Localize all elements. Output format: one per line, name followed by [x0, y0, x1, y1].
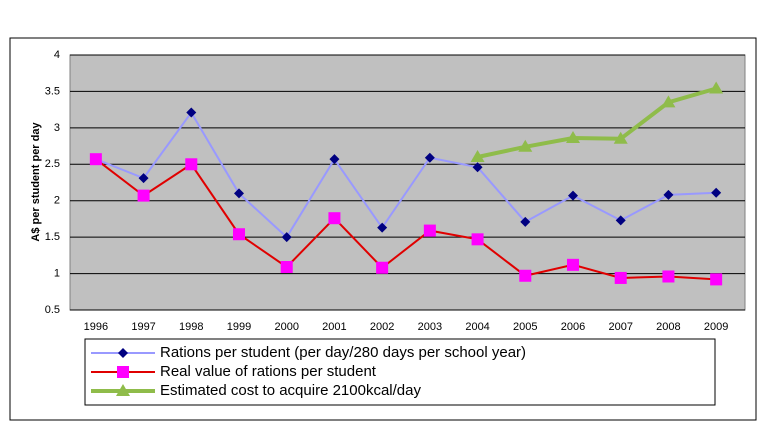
data-point: [567, 258, 579, 271]
data-point: [280, 261, 293, 274]
data-point: [377, 222, 388, 233]
series-line: [95, 158, 717, 281]
x-tick-label: 1999: [227, 321, 251, 333]
data-point: [471, 233, 484, 246]
data-point: [568, 190, 578, 201]
data-point: [137, 189, 150, 202]
legend-swatch-marker: [117, 366, 129, 378]
data-point: [519, 269, 532, 282]
y-tick-label: 0.5: [45, 304, 60, 316]
y-tick-label: 3: [54, 122, 60, 134]
data-point: [615, 215, 626, 226]
x-tick-label: 2005: [513, 321, 537, 333]
data-point: [470, 150, 485, 162]
data-point: [663, 189, 674, 200]
data-point: [662, 270, 675, 283]
plot-area: [69, 54, 746, 311]
data-point: [138, 173, 149, 184]
data-point: [234, 188, 244, 199]
data-point: [423, 224, 436, 237]
data-point: [89, 153, 102, 166]
legend: Rations per student (per day/280 days pe…: [84, 338, 716, 406]
data-point: [424, 152, 435, 163]
x-tick-label: 2009: [704, 321, 728, 333]
data-point: [520, 216, 531, 227]
legend-label: Estimated cost to acquire 2100kcal/day: [160, 382, 421, 399]
data-point: [518, 139, 533, 152]
y-tick-label: 2.5: [45, 158, 60, 170]
legend-label: Rations per student (per day/280 days pe…: [160, 344, 526, 361]
data-point: [711, 187, 722, 198]
x-tick-label: 2008: [656, 321, 680, 333]
data-point: [709, 81, 724, 94]
x-tick-label: 2001: [322, 321, 346, 333]
data-point: [185, 158, 198, 171]
data-point: [566, 131, 580, 144]
x-tick-label: 2004: [465, 321, 489, 333]
y-tick-label: 1: [54, 267, 60, 279]
y-tick-label: 3.5: [45, 85, 60, 97]
data-point: [328, 212, 341, 225]
x-tick-label: 2000: [274, 321, 298, 333]
data-point: [376, 261, 389, 274]
x-tick-label: 2002: [370, 321, 394, 333]
data-point: [329, 154, 340, 165]
x-tick-label: 1996: [84, 321, 108, 333]
x-tick-label: 2006: [561, 321, 585, 333]
series-line: [477, 86, 717, 159]
data-point: [661, 95, 676, 108]
legend-label: Real value of rations per student: [160, 363, 377, 380]
data-point: [472, 162, 483, 173]
data-point: [233, 228, 245, 241]
data-point: [613, 131, 628, 144]
y-tick-label: 1.5: [45, 231, 60, 243]
data-point: [614, 271, 627, 284]
y-axis-label: A$ per student per day: [30, 122, 42, 242]
data-point: [186, 107, 197, 118]
x-tick-label: 1998: [179, 321, 203, 333]
data-point: [710, 273, 723, 286]
y-tick-label: 2: [54, 195, 60, 207]
x-tick-label: 1997: [131, 321, 155, 333]
legend-box: [84, 338, 716, 406]
data-point: [281, 232, 292, 243]
legend-swatch-marker: [116, 384, 130, 396]
x-tick-label: 2003: [418, 321, 442, 333]
y-tick-label: 4: [54, 49, 60, 61]
legend-swatch-marker: [118, 348, 128, 358]
x-tick-label: 2007: [608, 321, 632, 333]
series-line: [95, 110, 717, 239]
